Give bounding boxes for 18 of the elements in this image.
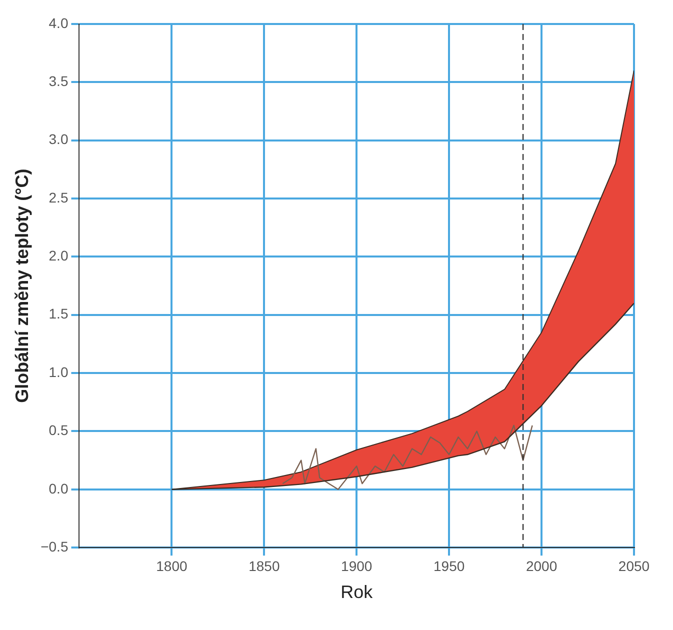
y-tick-label: 0.5: [48, 422, 68, 438]
y-tick-label: −0.5: [40, 538, 68, 554]
y-tick-label: 1.5: [48, 306, 68, 322]
x-tick-label: 1850: [248, 558, 280, 574]
y-tick-label: 0.0: [48, 480, 68, 496]
x-tick-label: 1900: [341, 558, 372, 574]
y-tick-label: 2.5: [48, 189, 68, 206]
x-tick-label: 1800: [156, 558, 188, 574]
y-tick-label: 2.0: [48, 248, 68, 264]
y-tick-label: 1.0: [48, 364, 68, 380]
x-tick-label: 2000: [526, 558, 558, 574]
y-tick-label: 3.0: [48, 131, 68, 148]
y-tick-label: 4.0: [48, 14, 68, 31]
y-tick-label: 3.5: [48, 73, 68, 90]
x-axis-title: Rok: [340, 582, 374, 602]
y-axis-title: Globální změny teploty (°C): [12, 168, 32, 403]
x-tick-label: 1950: [434, 558, 465, 574]
x-tick-label: 2050: [618, 558, 650, 574]
